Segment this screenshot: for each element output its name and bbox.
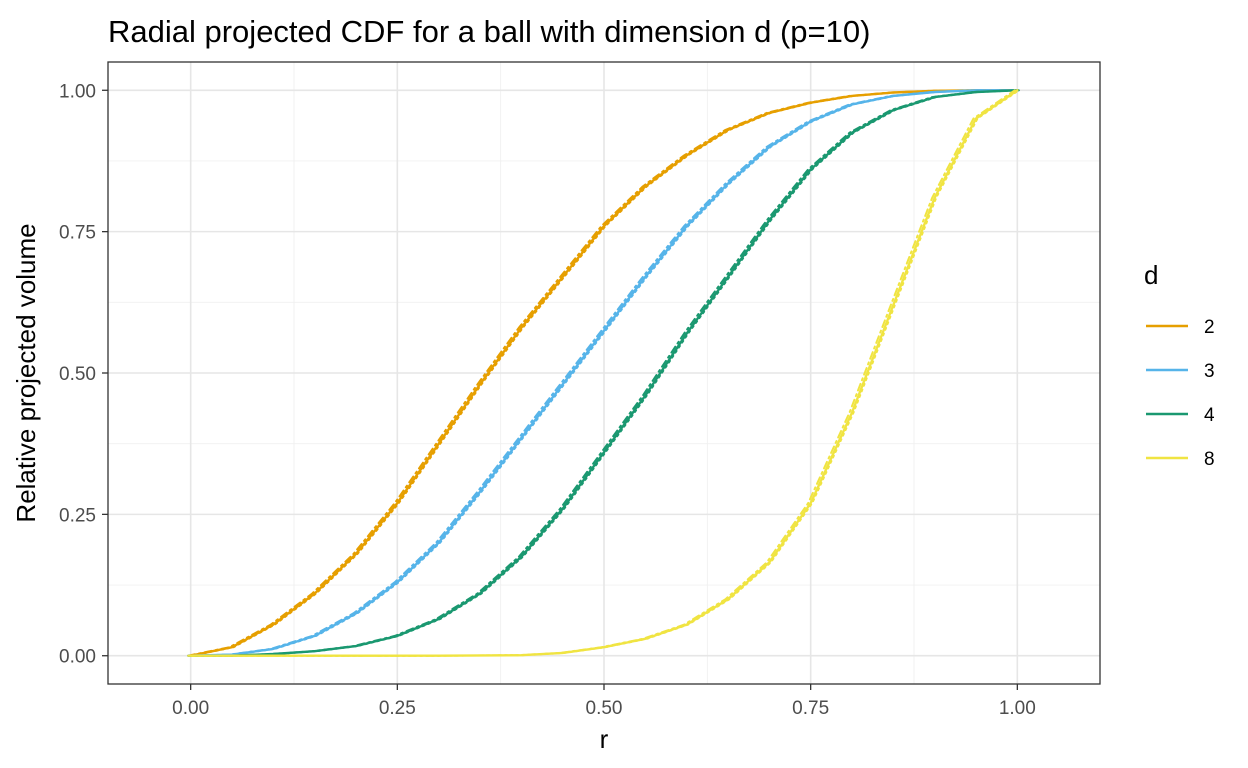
legend-title: d <box>1144 260 1158 290</box>
y-axis-title: Relative projected volume <box>11 223 41 522</box>
x-tick-label: 0.25 <box>379 698 416 719</box>
x-tick-label: 0.00 <box>172 698 209 719</box>
series-line-4 <box>189 89 1019 657</box>
legend-label-3: 3 <box>1204 361 1215 382</box>
legend-label-2: 2 <box>1204 317 1215 338</box>
y-tick-label: 1.00 <box>59 81 96 102</box>
grid <box>108 62 1100 684</box>
y-tick-label: 0.25 <box>59 505 96 526</box>
legend-label-8: 8 <box>1204 449 1215 470</box>
series-line-3 <box>189 89 1019 657</box>
legend-label-4: 4 <box>1204 405 1215 426</box>
x-axis-title: r <box>600 724 609 754</box>
y-tick-label: 0.50 <box>59 364 96 385</box>
x-tick-label: 0.50 <box>586 698 623 719</box>
y-tick-label: 0.75 <box>59 223 96 244</box>
legend: d 2 3 4 8 <box>1144 260 1215 470</box>
axis-ticks: 0.00 0.25 0.50 0.75 1.00 0.00 0.25 0.50 0.75 1.00 <box>59 81 1036 719</box>
x-tick-label: 1.00 <box>999 698 1036 719</box>
plot-area <box>187 89 1020 657</box>
chart-title: Radial projected CDF for a ball with dim… <box>108 14 870 49</box>
series-line-8 <box>189 89 1019 657</box>
y-tick-label: 0.00 <box>59 647 96 668</box>
x-tick-label: 0.75 <box>792 698 829 719</box>
series-line-2 <box>189 89 1019 657</box>
